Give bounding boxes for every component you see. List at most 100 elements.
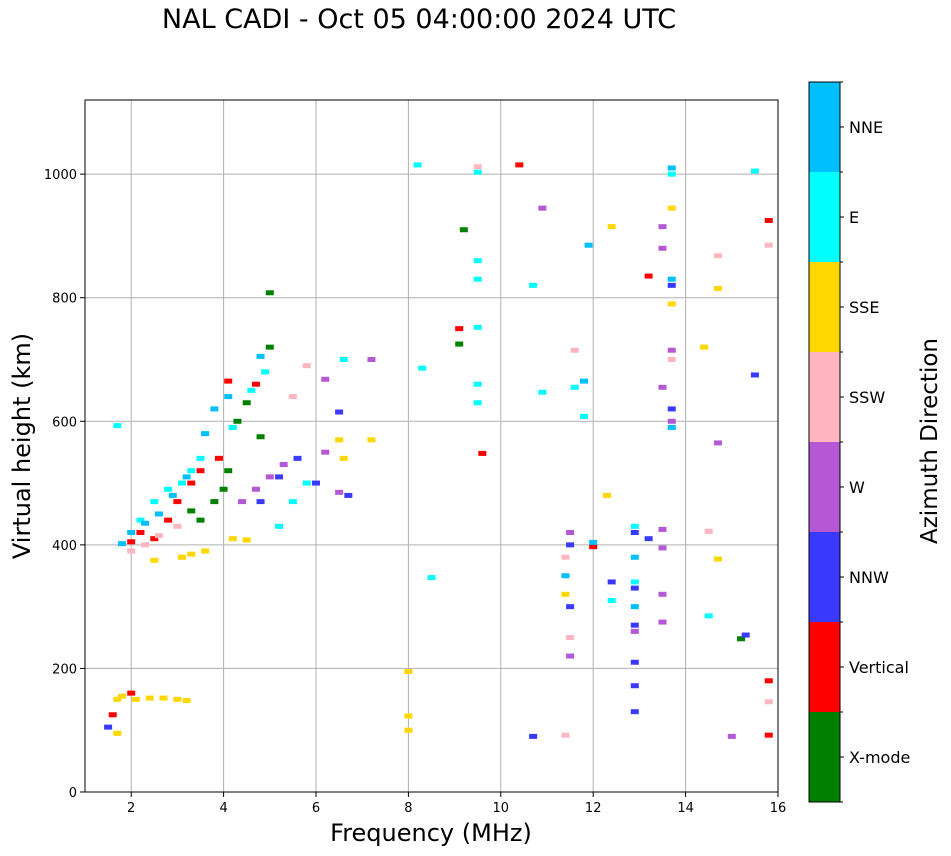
data-point: [293, 455, 302, 461]
data-point: [228, 424, 237, 430]
data-point: [196, 455, 205, 461]
colorbar-label: Azimuth Direction: [917, 338, 943, 544]
data-point: [238, 499, 247, 505]
data-point: [473, 400, 482, 406]
data-point: [335, 437, 344, 443]
series-nne: [117, 165, 676, 610]
data-point: [251, 381, 260, 387]
data-point: [187, 508, 196, 514]
colorbar-tick-label: SSE: [849, 298, 879, 317]
colorbar-segment: [809, 622, 840, 712]
data-point: [168, 492, 177, 498]
grid-lines: [85, 100, 778, 792]
data-point: [242, 400, 251, 406]
data-point: [589, 539, 598, 545]
data-point: [201, 548, 210, 554]
data-point: [335, 489, 344, 495]
data-point: [630, 628, 639, 634]
x-tick-label: 8: [404, 801, 412, 816]
data-point: [413, 162, 422, 168]
series-x-mode: [187, 227, 746, 642]
y-tick-label: 0: [69, 786, 77, 801]
data-point: [335, 409, 344, 415]
data-point: [127, 539, 136, 545]
data-point: [164, 517, 173, 523]
data-point: [367, 357, 376, 362]
x-tick-label: 14: [677, 801, 694, 816]
data-point: [713, 253, 722, 259]
data-point: [667, 347, 676, 353]
data-point: [566, 542, 575, 548]
data-point: [630, 579, 639, 585]
data-point: [538, 389, 547, 395]
data-point: [104, 724, 113, 730]
x-tick-label: 16: [770, 801, 787, 816]
data-point: [658, 384, 667, 390]
data-point: [658, 591, 667, 597]
data-point: [473, 164, 482, 170]
y-tick-label: 200: [52, 662, 77, 677]
data-point: [630, 530, 639, 535]
data-point: [713, 556, 722, 562]
data-point: [566, 635, 575, 641]
data-point: [644, 273, 653, 279]
data-point: [256, 353, 265, 359]
data-point: [727, 733, 736, 739]
data-point: [561, 573, 570, 579]
data-point: [256, 499, 265, 505]
data-point: [344, 492, 353, 498]
data-point: [589, 544, 598, 550]
data-point: [473, 381, 482, 387]
colorbar-tick-label: SSW: [849, 388, 885, 407]
data-point: [704, 613, 713, 619]
colorbar-segment: [809, 442, 840, 532]
data-point: [561, 591, 570, 597]
data-point: [321, 376, 330, 382]
x-tick-label: 12: [585, 801, 602, 816]
colorbar-segment: [809, 712, 840, 802]
colorbar-segment: [809, 82, 840, 172]
data-point: [630, 585, 639, 591]
data-point: [658, 526, 667, 532]
data-point: [764, 217, 773, 223]
data-point: [228, 536, 237, 542]
data-point: [579, 413, 588, 419]
data-point: [187, 551, 196, 557]
data-point: [427, 575, 436, 581]
data-point: [473, 169, 482, 175]
data-point: [607, 597, 616, 603]
data-point: [201, 431, 210, 437]
data-point: [404, 713, 413, 719]
data-point: [108, 712, 117, 718]
data-point: [630, 622, 639, 628]
data-point: [127, 530, 136, 535]
colorbar-frame: [808, 81, 841, 803]
data-point: [570, 384, 579, 390]
data-point: [150, 499, 159, 505]
data-point: [630, 683, 639, 689]
colorbar-tick-label: W: [849, 478, 865, 497]
data-point: [219, 486, 228, 492]
data-point: [667, 357, 676, 362]
data-point: [224, 378, 233, 384]
data-point: [117, 541, 126, 547]
data-point: [127, 548, 136, 554]
y-axis-ticks: 0 200 400 600 800 1000: [44, 168, 85, 801]
data-point: [667, 171, 676, 177]
data-point: [644, 536, 653, 542]
data-point: [459, 227, 468, 233]
data-point: [196, 468, 205, 474]
data-point: [764, 732, 773, 738]
x-tick-label: 6: [312, 801, 320, 816]
colorbar-tick-label: Vertical: [849, 658, 909, 677]
data-point: [455, 341, 464, 347]
data-point: [667, 301, 676, 307]
data-point: [700, 344, 709, 350]
data-point: [233, 418, 242, 424]
data-point: [566, 653, 575, 659]
data-point: [178, 480, 187, 486]
data-point: [173, 499, 182, 505]
data-point: [154, 533, 163, 539]
data-point: [473, 324, 482, 330]
